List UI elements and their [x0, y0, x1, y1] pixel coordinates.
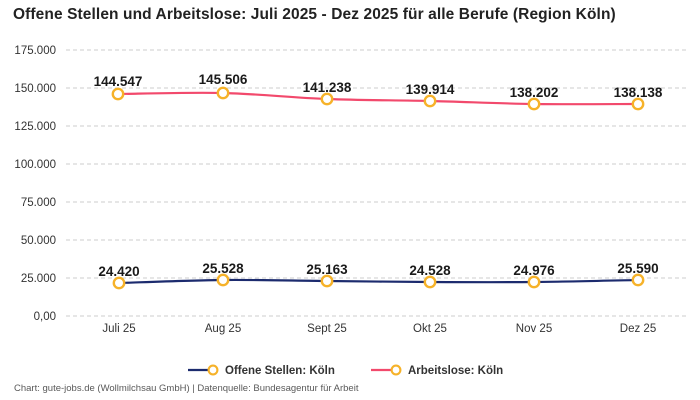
- svg-text:Nov 25: Nov 25: [516, 323, 552, 335]
- svg-text:144.547: 144.547: [94, 74, 143, 89]
- svg-text:150.000: 150.000: [14, 83, 56, 95]
- svg-text:Sept 25: Sept 25: [307, 323, 347, 335]
- svg-text:Okt 25: Okt 25: [413, 323, 447, 335]
- svg-text:50.000: 50.000: [21, 235, 56, 247]
- svg-text:175.000: 175.000: [14, 45, 56, 57]
- svg-text:Arbeitslose: Köln: Arbeitslose: Köln: [408, 365, 503, 377]
- svg-text:145.506: 145.506: [199, 72, 248, 87]
- svg-text:Dez 25: Dez 25: [620, 323, 656, 335]
- svg-text:0,00: 0,00: [34, 311, 56, 323]
- svg-text:100.000: 100.000: [14, 159, 56, 171]
- svg-text:25.000: 25.000: [21, 273, 56, 285]
- svg-text:75.000: 75.000: [21, 197, 56, 209]
- svg-text:125.000: 125.000: [14, 121, 56, 133]
- svg-text:Juli 25: Juli 25: [102, 323, 135, 335]
- svg-text:Aug 25: Aug 25: [205, 323, 241, 335]
- svg-text:Offene Stellen: Köln: Offene Stellen: Köln: [225, 365, 335, 377]
